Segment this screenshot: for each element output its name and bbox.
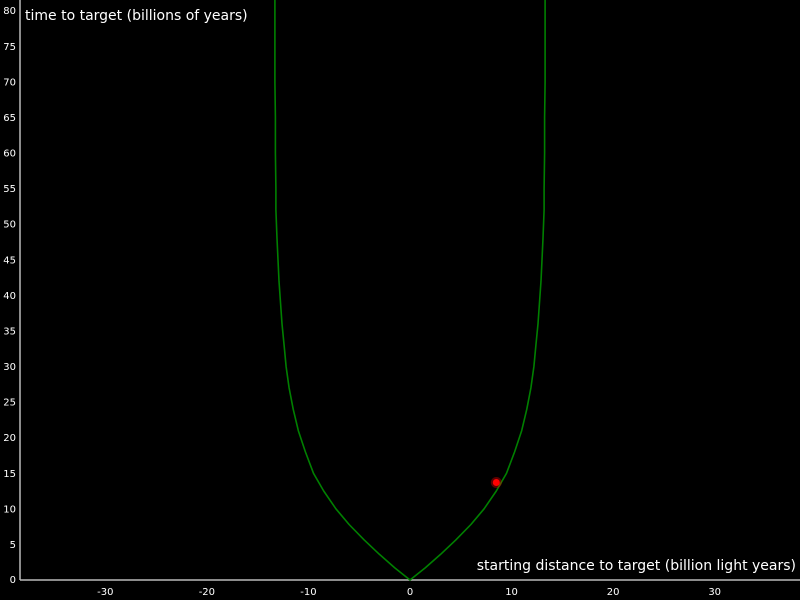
- y-tick-label: 60: [3, 149, 16, 160]
- y-tick-label: 65: [3, 113, 16, 124]
- x-tick-label: 0: [407, 587, 413, 598]
- series-line-1: [274, 0, 546, 581]
- y-tick-label: 80: [3, 6, 16, 17]
- y-axis-title: time to target (billions of years): [25, 8, 248, 24]
- y-tick-label: 50: [3, 220, 16, 231]
- x-tick-label: 10: [505, 587, 518, 598]
- x-tick-label: -20: [199, 587, 215, 598]
- x-axis-title: starting distance to target (billion lig…: [477, 558, 796, 574]
- series-group: [274, 0, 546, 581]
- marker-point: [492, 479, 500, 487]
- x-tick-label: -10: [300, 587, 316, 598]
- y-tick-label: 15: [3, 469, 16, 480]
- y-tick-label: 45: [3, 255, 16, 266]
- y-tick-label: 30: [3, 362, 16, 373]
- x-tick-labels: -30 -20 -10 0 10 20 30: [97, 587, 721, 598]
- y-tick-label: 55: [3, 184, 16, 195]
- x-tick-label: -30: [97, 587, 113, 598]
- y-tick-label: 10: [3, 504, 16, 515]
- y-tick-label: 25: [3, 398, 16, 409]
- y-tick-label: 35: [3, 326, 16, 337]
- y-tick-labels: 0 5 10 15 20 25 30 35 40 45 50 55 60 65 70 75 80: [3, 6, 16, 586]
- x-tick-label: 30: [708, 587, 721, 598]
- y-tick-label: 5: [10, 540, 16, 551]
- y-tick-label: 0: [10, 575, 16, 586]
- x-tick-label: 20: [607, 587, 620, 598]
- marker-group: [490, 477, 502, 489]
- y-tick-label: 40: [3, 291, 16, 302]
- y-tick-label: 20: [3, 433, 16, 444]
- y-tick-label: 75: [3, 42, 16, 53]
- y-tick-label: 70: [3, 77, 16, 88]
